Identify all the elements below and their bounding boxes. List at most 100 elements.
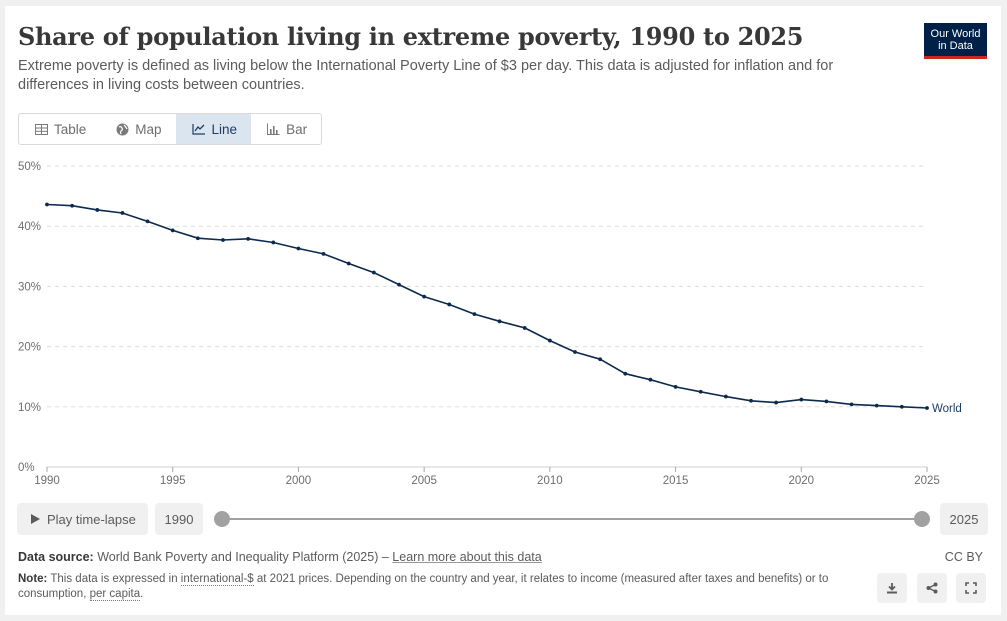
data-point <box>120 211 125 215</box>
end-year: 2025 <box>949 511 979 527</box>
note-part1: This data is expressed in <box>50 573 178 585</box>
data-point <box>899 404 904 409</box>
start-handle[interactable] <box>214 511 230 527</box>
fullscreen-icon <box>965 582 977 594</box>
x-tick-label: 2015 <box>663 475 689 487</box>
line-chart-icon <box>191 124 205 135</box>
data-point <box>70 203 75 208</box>
view-tabs: Table Map Line Bar <box>18 113 323 145</box>
tab-bar[interactable]: Bar <box>251 114 321 144</box>
data-point <box>522 326 527 330</box>
per-capita-term[interactable]: per capita <box>89 588 141 601</box>
note: Note: This data is expressed in internat… <box>18 572 868 602</box>
data-source: Data source: World Bank Poverty and Ineq… <box>18 550 542 564</box>
owid-logo[interactable]: Our World in Data <box>924 23 987 59</box>
tab-table[interactable]: Table <box>19 114 100 144</box>
table-icon <box>35 123 48 135</box>
x-tick-label: 2010 <box>537 475 563 487</box>
data-point <box>296 246 301 251</box>
tab-line-label: Line <box>211 121 238 137</box>
data-point <box>648 377 653 382</box>
x-tick-label: 2000 <box>286 475 312 487</box>
data-point <box>45 202 49 207</box>
chart-card: Share of population living in extreme po… <box>5 6 1001 615</box>
timeline-track[interactable] <box>222 518 922 520</box>
end-handle[interactable] <box>914 511 930 527</box>
data-point <box>749 398 753 403</box>
tab-table-label: Table <box>54 121 87 137</box>
data-point <box>472 312 477 316</box>
data-point <box>573 350 577 354</box>
share-button[interactable] <box>917 573 947 603</box>
data-point <box>371 270 376 275</box>
y-tick-label: 10% <box>18 402 41 414</box>
data-point <box>497 319 502 324</box>
y-tick-label: 50% <box>18 161 41 173</box>
y-tick-label: 0% <box>18 462 35 474</box>
y-tick-label: 40% <box>18 221 41 233</box>
x-tick-label: 1995 <box>160 475 186 487</box>
data-point <box>874 403 879 408</box>
data-point <box>723 394 728 399</box>
source-label: Data source: <box>18 550 94 564</box>
x-tick-label: 2005 <box>411 475 437 487</box>
learn-more-link[interactable]: Learn more about this data <box>392 550 542 564</box>
globe-icon <box>116 123 129 135</box>
data-point <box>698 389 703 394</box>
license-label[interactable]: CC BY <box>944 550 983 564</box>
data-point <box>246 236 251 241</box>
play-icon <box>31 514 40 524</box>
bar-chart-icon <box>267 123 280 135</box>
data-point <box>422 294 427 299</box>
tab-map-label: Map <box>135 121 162 137</box>
note-part2: at 2021 prices. Depending on the country… <box>18 573 829 600</box>
data-point <box>598 357 603 362</box>
data-point <box>95 208 100 212</box>
data-point <box>145 219 150 224</box>
international-dollar-term[interactable]: international-$ <box>180 573 254 586</box>
data-point <box>547 338 552 343</box>
data-point <box>673 385 678 389</box>
data-point <box>623 371 628 376</box>
series-label-world: World <box>932 403 962 415</box>
play-label: Play time-lapse <box>47 511 136 527</box>
fullscreen-button[interactable] <box>956 573 986 603</box>
share-icon <box>926 582 938 594</box>
data-point <box>195 236 200 241</box>
chart-title: Share of population living in extreme po… <box>18 22 804 51</box>
start-year-box[interactable]: 1990 <box>155 503 203 535</box>
download-button[interactable] <box>877 573 907 603</box>
tab-bar-label: Bar <box>286 121 308 137</box>
data-point <box>221 238 225 242</box>
play-timelapse-button[interactable]: Play time-lapse <box>17 503 148 535</box>
line-chart: 0% 10% 20% 30% 40% 50% 1990 1995 2000 2005 2010 201… <box>18 161 962 487</box>
data-point <box>799 397 804 402</box>
source-text: World Bank Poverty and Inequality Platfo… <box>97 550 389 564</box>
start-year: 1990 <box>164 511 194 527</box>
note-end: . <box>140 588 144 600</box>
data-point <box>321 251 326 256</box>
data-point <box>271 240 276 245</box>
data-point <box>170 228 175 233</box>
data-point <box>849 402 854 407</box>
x-tick-label: 2025 <box>914 475 940 487</box>
y-tick-label: 20% <box>18 342 41 354</box>
data-point <box>346 261 351 266</box>
data-point <box>397 282 401 287</box>
data-point <box>925 406 929 410</box>
series-line-world <box>46 203 928 409</box>
x-tick-label: 2020 <box>788 475 814 487</box>
note-label: Note: <box>18 573 48 585</box>
tab-line[interactable]: Line <box>175 114 252 144</box>
data-point <box>774 400 779 405</box>
logo-line1: Our World <box>930 28 981 40</box>
download-icon <box>887 583 897 594</box>
tab-map[interactable]: Map <box>100 114 175 144</box>
timeline-slider[interactable] <box>214 510 930 528</box>
data-point <box>447 302 452 307</box>
x-tick-label: 1990 <box>34 475 60 487</box>
data-point <box>824 399 829 404</box>
end-year-box[interactable]: 2025 <box>940 503 988 535</box>
chart-subtitle: Extreme poverty is defined as living bel… <box>18 58 834 93</box>
logo-line2: in Data <box>938 40 973 52</box>
